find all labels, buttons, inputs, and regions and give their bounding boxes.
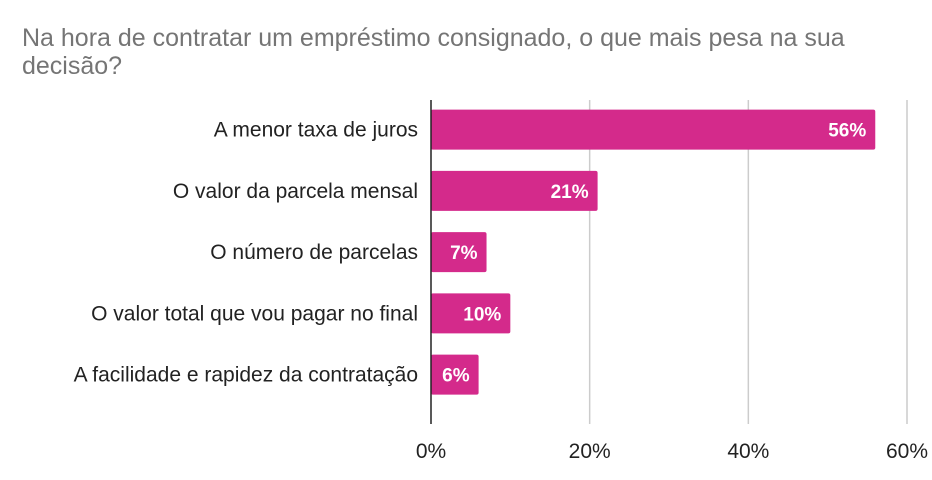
x-tick-label: 0% (416, 440, 446, 463)
category-label: O número de parcelas (210, 241, 418, 264)
bar-value-label: 6% (442, 366, 470, 387)
bar-value-label: 21% (551, 182, 589, 203)
bar (431, 109, 876, 150)
x-axis-ticks: 0% 20% 40% 60% (416, 440, 928, 463)
bar-value-label: 10% (463, 304, 501, 325)
x-tick-label: 20% (569, 440, 611, 463)
x-tick-label: 60% (886, 440, 928, 463)
bar (431, 354, 479, 395)
category-label: A facilidade e rapidez da contratação (74, 364, 418, 387)
bar (431, 293, 511, 334)
gridlines (588, 100, 908, 424)
category-labels: A menor taxa de juros O valor da parcela … (74, 119, 418, 387)
bar (431, 170, 598, 211)
category-label: O valor da parcela mensal (173, 180, 418, 203)
bar (431, 232, 487, 273)
chart-title: Na hora de contratar um empréstimo consi… (22, 24, 845, 80)
category-label: A menor taxa de juros (214, 119, 418, 142)
bar-value-label: 56% (828, 121, 866, 142)
category-label: O valor total que vou pagar no final (91, 302, 418, 325)
bar-value-label: 7% (450, 243, 478, 264)
bars: 56% 21% 7% 10% 6% (431, 109, 876, 395)
x-tick-label: 40% (727, 440, 769, 463)
